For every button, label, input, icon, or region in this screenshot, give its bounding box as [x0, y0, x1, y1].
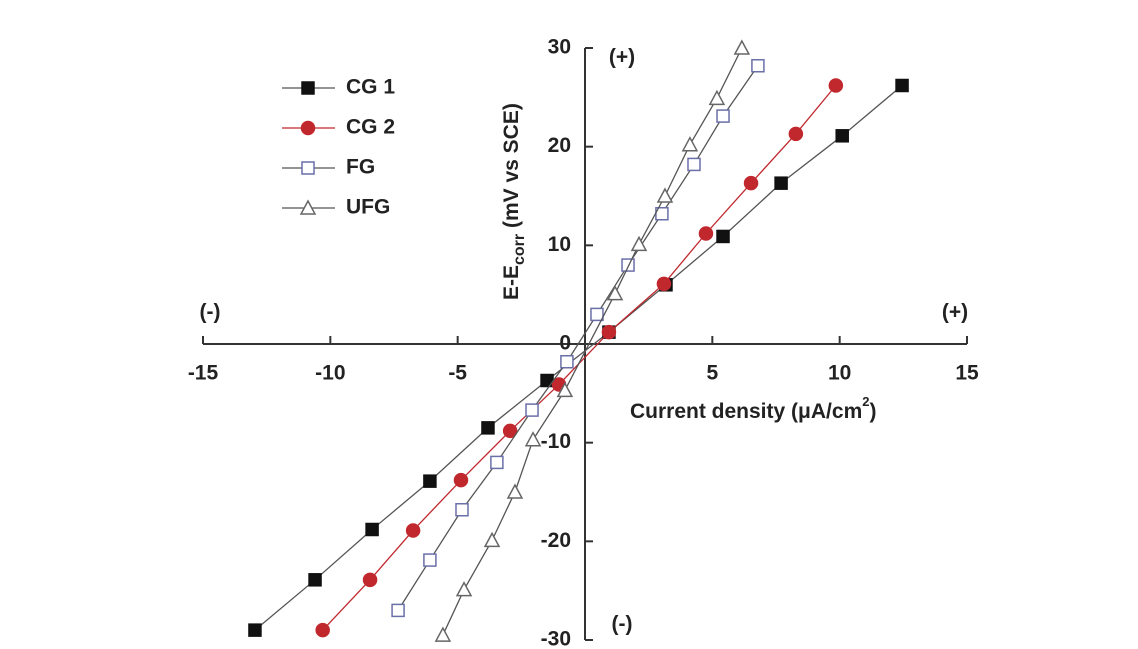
- y-axis-label: E-Ecorr (mV vs SCE): [500, 103, 529, 300]
- data-point: [455, 581, 473, 597]
- legend-label: UFG: [346, 196, 390, 219]
- annotation: (+): [942, 301, 968, 324]
- data-point: [506, 483, 524, 499]
- x-tick-label: -15: [188, 362, 219, 385]
- data-point: [423, 474, 437, 488]
- legend-marker: [301, 161, 315, 175]
- x-label-part: Current density (: [630, 400, 798, 423]
- y-tick-label: -10: [541, 430, 571, 453]
- y-tick-label: -30: [541, 628, 571, 649]
- data-point: [774, 176, 788, 190]
- y-tick-label: 20: [548, 134, 571, 157]
- y-tick-label: -20: [541, 529, 571, 552]
- data-point: [751, 59, 765, 73]
- data-point: [490, 455, 504, 470]
- y-tick-label: 10: [548, 233, 571, 256]
- data-point: [743, 175, 759, 191]
- series-line: [397, 65, 759, 611]
- annotation: (-): [612, 613, 633, 636]
- data-point: [423, 553, 437, 567]
- data-point: [525, 403, 539, 417]
- data-point: [828, 78, 844, 93]
- data-point: [630, 235, 648, 252]
- data-point: [788, 126, 804, 142]
- data-point: [405, 523, 421, 538]
- data-point: [601, 324, 617, 340]
- x-tick-label: 10: [828, 362, 851, 385]
- x-label-part: ): [869, 400, 876, 423]
- y-tick-label: 0: [559, 332, 571, 355]
- legend-label: CG 2: [346, 116, 395, 139]
- series-line: [322, 85, 837, 631]
- data-point: [656, 187, 674, 203]
- data-point: [315, 622, 330, 638]
- data-point: [540, 373, 554, 388]
- data-point: [590, 307, 604, 322]
- legend-marker: [300, 120, 316, 136]
- data-point: [391, 603, 405, 618]
- data-point: [687, 157, 701, 172]
- data-point: [481, 421, 495, 435]
- data-point: [733, 39, 751, 55]
- legend-marker: [301, 81, 315, 95]
- data-point: [835, 129, 849, 143]
- data-point: [248, 623, 262, 637]
- x-label-part: A/cm: [811, 400, 862, 423]
- x-tick-label: -10: [315, 362, 345, 385]
- data-point: [556, 381, 574, 398]
- data-point: [621, 258, 635, 272]
- legend-label: CG 1: [346, 76, 395, 99]
- annotation: (-): [200, 301, 221, 324]
- x-tick-label: -5: [448, 362, 467, 385]
- legend-label: FG: [346, 156, 375, 179]
- annotation: (+): [609, 46, 635, 69]
- data-point: [453, 472, 469, 488]
- data-point: [716, 109, 730, 123]
- data-point: [434, 626, 452, 642]
- y-tick-label: 30: [548, 36, 571, 59]
- data-point: [365, 522, 379, 537]
- data-point: [524, 431, 542, 447]
- data-point: [716, 229, 730, 244]
- data-point: [455, 503, 469, 517]
- data-point: [606, 285, 624, 301]
- x-label-part: 2: [862, 394, 869, 409]
- series-line: [442, 47, 743, 636]
- series-line: [254, 84, 903, 631]
- y-label-part: E-E: [500, 265, 523, 300]
- x-axis-label: Current density (μA/cm2): [630, 394, 876, 422]
- legend-marker: [299, 199, 317, 215]
- data-point: [308, 573, 322, 587]
- x-tick-label: 15: [955, 362, 979, 385]
- data-point: [483, 531, 501, 548]
- x-tick-label: 5: [706, 362, 718, 385]
- data-point: [681, 136, 699, 152]
- data-point: [895, 78, 909, 93]
- data-point: [698, 226, 714, 241]
- y-label-part: (mV vs SCE): [500, 103, 523, 234]
- data-point: [560, 355, 574, 369]
- data-point: [502, 423, 518, 439]
- data-point: [708, 89, 726, 106]
- x-label-part: μ: [798, 400, 811, 423]
- y-label-part: corr: [511, 234, 528, 265]
- data-point: [362, 572, 378, 588]
- data-point: [656, 276, 672, 292]
